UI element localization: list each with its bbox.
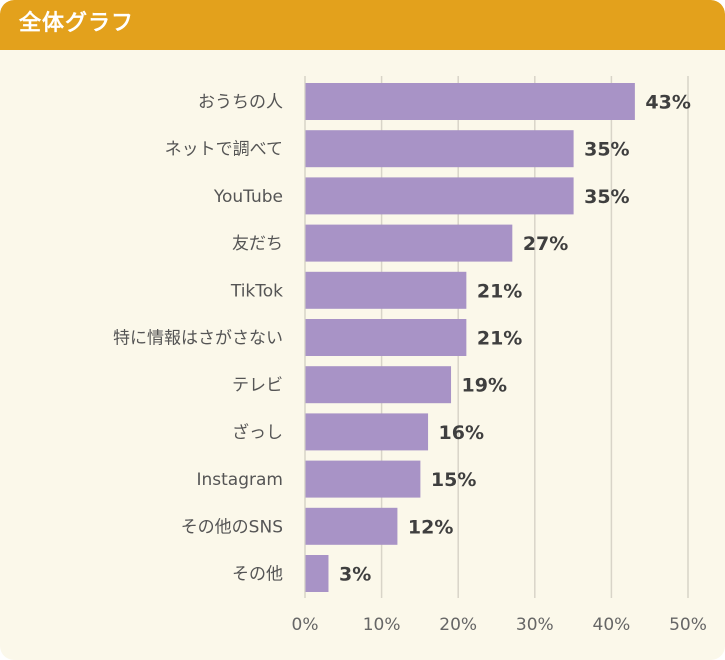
data-label: 15%	[431, 469, 476, 491]
category-label: 友だち	[232, 234, 283, 254]
data-label: 12%	[408, 516, 453, 538]
category-label: ざっし	[232, 422, 283, 443]
category-label: YouTube	[213, 187, 283, 207]
data-label: 19%	[462, 375, 507, 397]
data-label: 16%	[439, 422, 484, 444]
category-label: おうちの人	[198, 93, 283, 113]
data-label: 3%	[339, 564, 371, 586]
category-label: Instagram	[197, 470, 284, 490]
category-label: その他	[232, 565, 283, 585]
data-label: 43%	[645, 92, 690, 114]
x-tick-label: 20%	[439, 615, 477, 635]
category-label: 特に情報はさがさない	[113, 329, 283, 349]
data-label: 35%	[584, 139, 629, 161]
x-tick-label: 50%	[669, 615, 707, 635]
chart-header: 全体グラフ	[0, 0, 725, 50]
x-tick-label: 10%	[363, 615, 401, 635]
category-label: ネットで調べて	[165, 140, 283, 160]
data-label: 35%	[584, 186, 629, 208]
chart-title: 全体グラフ	[19, 11, 135, 36]
bar	[305, 271, 467, 309]
bar	[305, 460, 421, 498]
bar	[305, 413, 429, 451]
data-label: 21%	[477, 328, 522, 350]
x-tick-label: 40%	[593, 615, 631, 635]
bar	[305, 177, 574, 215]
bar	[305, 224, 513, 262]
bar	[305, 83, 635, 120]
bar	[305, 555, 329, 592]
data-label: 21%	[477, 280, 522, 302]
x-tick-label: 0%	[292, 615, 319, 635]
bar	[305, 319, 467, 356]
category-label: その他のSNS	[181, 517, 283, 537]
category-label: テレビ	[232, 376, 283, 396]
data-label: 27%	[523, 233, 568, 255]
bar	[305, 366, 452, 404]
bar	[305, 130, 574, 168]
bar	[305, 507, 398, 545]
category-label: TikTok	[230, 281, 283, 301]
x-tick-label: 30%	[516, 615, 554, 635]
